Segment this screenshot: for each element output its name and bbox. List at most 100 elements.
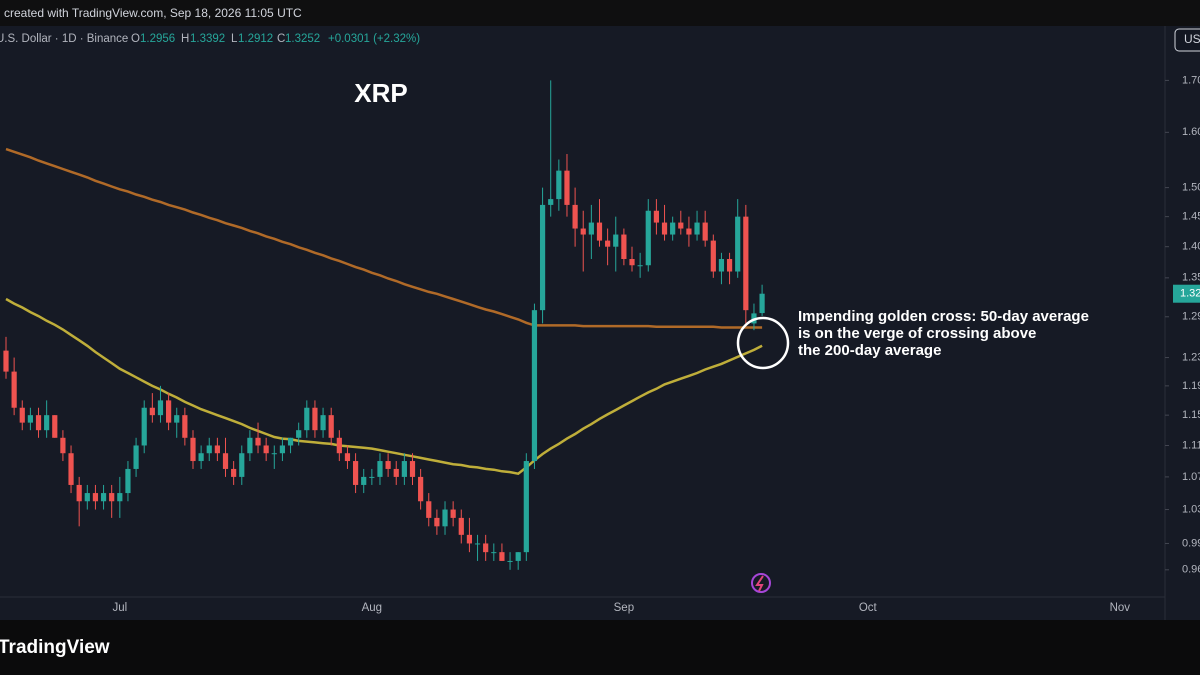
candle-body	[743, 216, 749, 311]
candle-body	[239, 453, 245, 477]
change: +0.0301 (+2.32%)	[328, 33, 420, 45]
candle-body	[157, 400, 164, 416]
x-tick-label: Sep	[614, 602, 634, 614]
candle-body	[613, 234, 619, 247]
candle-body	[377, 461, 383, 477]
candle-body	[621, 234, 627, 260]
candle-body	[312, 407, 318, 431]
candle-body	[539, 204, 546, 311]
candle-body	[344, 453, 351, 462]
plot-area	[3, 80, 765, 570]
candle-body	[653, 210, 659, 223]
candle-body	[580, 228, 586, 235]
candle-body	[92, 493, 99, 502]
candle-body	[458, 517, 464, 535]
moving-average-line	[5, 297, 763, 476]
candle-body	[166, 400, 172, 423]
candle-body	[3, 350, 9, 372]
y-tick-label: 1.70	[1182, 74, 1200, 86]
candle-body	[499, 552, 505, 561]
candle-body	[548, 199, 554, 205]
y-tick-label: 1.40	[1182, 241, 1200, 253]
candle-body	[255, 437, 261, 446]
chart-title: XRP	[354, 78, 407, 108]
caption: created with TradingView.com, Sep 18, 20…	[4, 6, 302, 20]
candle-body	[531, 310, 538, 462]
candle-body	[206, 445, 212, 454]
candle-body	[450, 509, 456, 518]
candle-body	[336, 437, 342, 454]
annotation: Impending golden cross: 50-day average	[798, 308, 1089, 325]
candle-body	[507, 560, 513, 562]
candle-body	[198, 453, 204, 462]
candle-body	[149, 407, 155, 416]
candle-body	[125, 468, 131, 494]
candle-body	[637, 265, 643, 267]
y-tick-label: 1.11	[1182, 439, 1200, 451]
candle-body	[263, 445, 269, 454]
candle-body	[735, 216, 741, 272]
symbol-info: U.S. Dollar · 1D · Binance	[0, 33, 128, 45]
candle-body	[710, 240, 716, 272]
candle-body	[759, 293, 765, 314]
candle-body	[35, 415, 42, 431]
candle-body	[556, 170, 562, 200]
candle-body	[174, 415, 180, 423]
candle-body	[296, 430, 302, 438]
candle-body	[361, 476, 367, 485]
candle-body	[572, 204, 578, 229]
ohlc-value: 1.2912	[238, 33, 273, 45]
candle-body	[588, 222, 594, 235]
candle-body	[678, 222, 684, 229]
x-tick-label: Oct	[859, 602, 878, 614]
candle-body	[694, 222, 700, 235]
candle-body	[109, 493, 115, 502]
candle-body	[515, 552, 521, 561]
candle-body	[702, 222, 708, 241]
ohlc-value: 1.2956	[140, 33, 175, 45]
candle-body	[474, 543, 481, 545]
candle-body	[287, 437, 294, 446]
replay-icon[interactable]	[751, 573, 771, 593]
x-tick-label: Aug	[362, 602, 382, 614]
candle-body	[726, 259, 733, 272]
candle-body	[231, 468, 237, 477]
candle-body	[645, 210, 651, 266]
candle-body	[279, 445, 286, 454]
candle-body	[605, 240, 611, 247]
candle-body	[434, 517, 440, 527]
candle-body	[133, 445, 139, 469]
candle-body	[409, 461, 416, 477]
currency-button[interactable]	[1174, 28, 1200, 52]
candle-body	[27, 415, 33, 423]
y-tick-label: 1.29	[1182, 311, 1200, 323]
y-tick-label: 1.50	[1182, 182, 1200, 194]
annotation: is on the verge of crossing above	[798, 325, 1036, 342]
candle-body	[182, 415, 188, 438]
currency[interactable]: USD	[1184, 32, 1200, 46]
candle-body	[442, 509, 448, 527]
candle-body	[661, 222, 668, 235]
candle-body	[19, 407, 25, 423]
y-tick-label: 1.60	[1182, 126, 1200, 138]
candle-body	[190, 437, 196, 462]
candle-body	[629, 259, 635, 266]
candle-body	[117, 493, 123, 502]
ohlc-value: 1.3392	[190, 33, 225, 45]
candle-body	[466, 534, 473, 544]
candle-body	[247, 437, 253, 454]
candle-body	[271, 453, 277, 455]
candle-body	[385, 461, 391, 469]
candle-body	[670, 222, 676, 235]
bottom-bar	[0, 620, 1200, 675]
candle-body	[686, 228, 692, 235]
candle-body	[596, 222, 603, 241]
y-tick-label: 1.03	[1182, 503, 1200, 515]
y-tick-label: 1.35	[1182, 272, 1200, 284]
ohlc-label: O	[131, 33, 140, 45]
candle-body	[100, 493, 107, 502]
x-tick-label: Nov	[1110, 602, 1131, 614]
annotation: the 200-day average	[798, 342, 941, 359]
